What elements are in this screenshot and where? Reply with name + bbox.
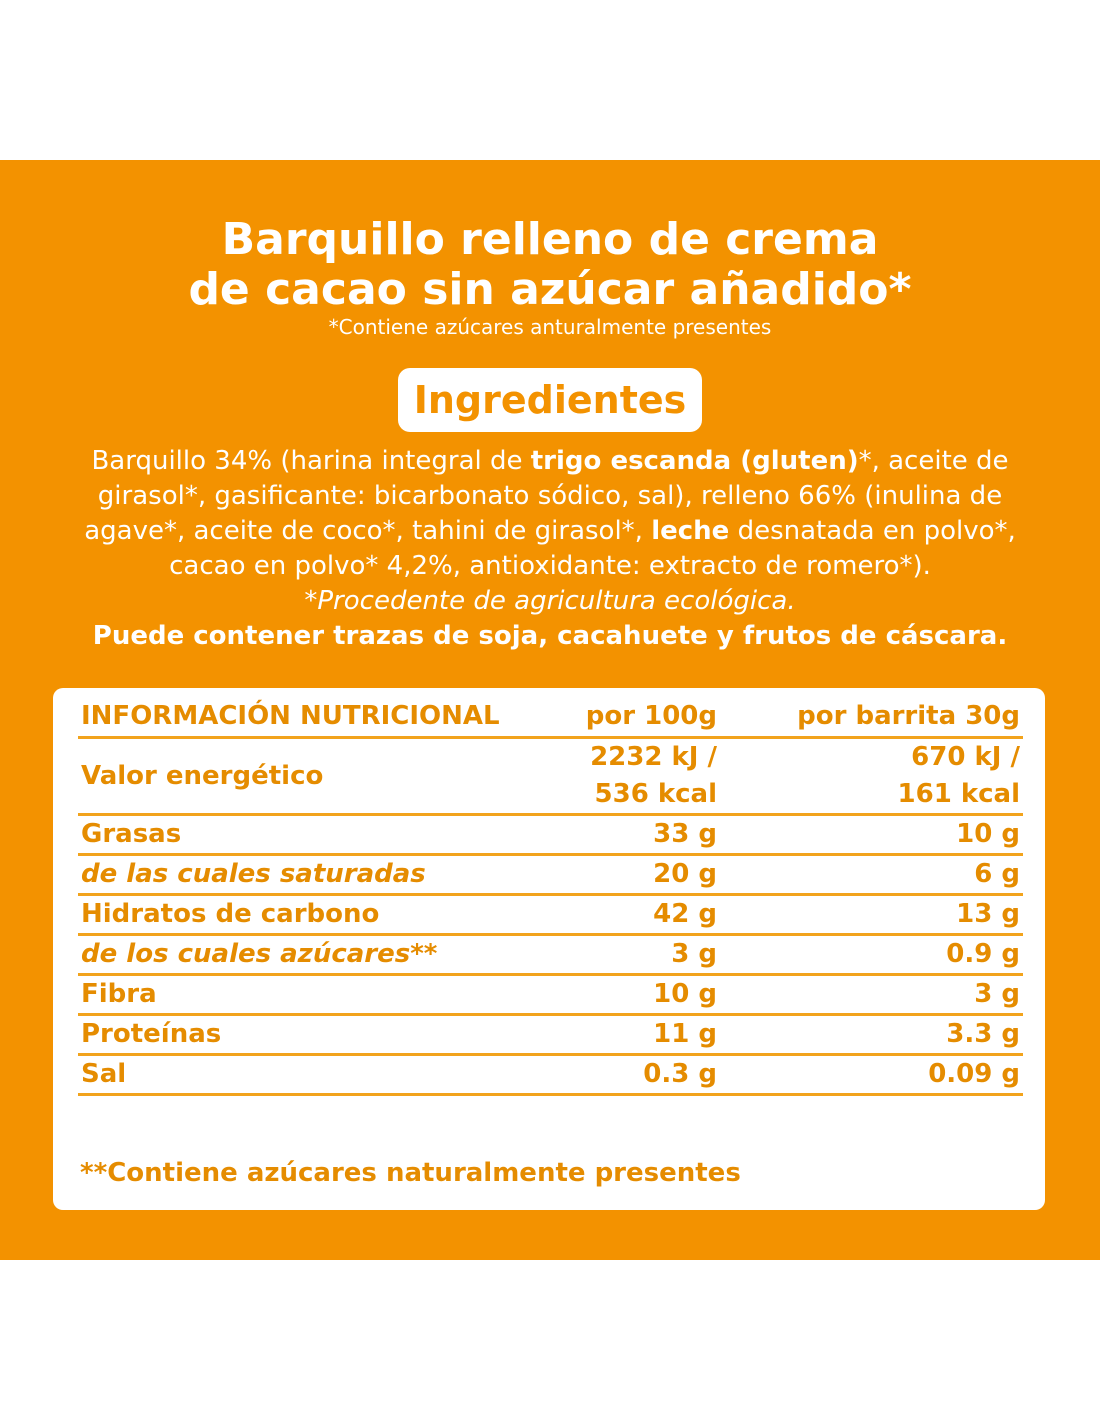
- ingredients-segment: Barquillo 34% (harina integral de: [91, 446, 531, 476]
- organic-note: *Procedente de agricultura ecológica.: [304, 586, 796, 616]
- row-value: 10 g: [564, 974, 720, 1016]
- value-line: 3 g: [671, 939, 717, 969]
- table-row: Sal 0.3 g 0.09 g: [78, 1054, 1023, 1096]
- ingredients-text: Barquillo 34% (harina integral de trigo …: [75, 444, 1025, 584]
- ingredients-segment: *, aceite de girasol*, gasificante: bica…: [84, 446, 1009, 546]
- value-line: 2232 kJ /: [590, 742, 717, 772]
- footnote: **Contiene azúcares naturalmente present…: [80, 1158, 741, 1188]
- table-row: Grasas 33 g 10 g: [78, 814, 1023, 856]
- row-label: Sal: [78, 1054, 564, 1096]
- row-label: Fibra: [78, 974, 564, 1016]
- row-label: de los cuales azúcares**: [78, 934, 564, 976]
- table-row: Hidratos de carbono 42 g 13 g: [78, 894, 1023, 936]
- row-value: 0.09 g: [720, 1054, 1023, 1096]
- value-line: 13 g: [956, 899, 1020, 929]
- value-line: 161 kcal: [897, 779, 1020, 809]
- value-line: 33 g: [653, 819, 717, 849]
- value-line: 3.3 g: [946, 1019, 1020, 1049]
- row-value: 670 kJ / 161 kcal: [720, 737, 1023, 816]
- header-row: INFORMACIÓN NUTRICIONAL por 100g por bar…: [78, 696, 1023, 739]
- row-value: 2232 kJ / 536 kcal: [564, 737, 720, 816]
- row-label: Grasas: [78, 814, 564, 856]
- value-line: 0.9 g: [946, 939, 1020, 969]
- value-line: 6 g: [974, 859, 1020, 889]
- row-value: 13 g: [720, 894, 1023, 936]
- row-value: 0.3 g: [564, 1054, 720, 1096]
- value-line: 536 kcal: [594, 779, 717, 809]
- row-label: Valor energético: [78, 737, 564, 816]
- value-line: 10 g: [956, 819, 1020, 849]
- row-value: 42 g: [564, 894, 720, 936]
- column-header: por 100g: [564, 696, 720, 739]
- row-value: 3.3 g: [720, 1014, 1023, 1056]
- value-line: 0.3 g: [643, 1059, 717, 1089]
- ingredients-segment: trigo escanda (gluten): [530, 446, 859, 476]
- table-row: Proteínas 11 g 3.3 g: [78, 1014, 1023, 1056]
- table-row: Fibra 10 g 3 g: [78, 974, 1023, 1016]
- row-value: 6 g: [720, 854, 1023, 896]
- title-line: Barquillo relleno de crema: [221, 214, 879, 265]
- table-row: de las cuales saturadas 20 g 6 g: [78, 854, 1023, 896]
- row-value: 3 g: [564, 934, 720, 976]
- nutrition-card: INFORMACIÓN NUTRICIONAL por 100g por bar…: [53, 688, 1045, 1210]
- row-value: 0.9 g: [720, 934, 1023, 976]
- label-panel: Barquillo relleno de crema de cacao sin …: [0, 160, 1100, 1260]
- table-row: Valor energético 2232 kJ /536 kcal 670 kJ …: [78, 737, 1023, 816]
- column-header: por barrita 30g: [720, 696, 1023, 739]
- row-label: Proteínas: [78, 1014, 564, 1056]
- row-label: Hidratos de carbono: [78, 894, 564, 936]
- ingredients-segment: desnatada en polvo*, cacao en polvo* 4,2…: [169, 516, 1016, 581]
- nutrition-table: INFORMACIÓN NUTRICIONAL por 100g por bar…: [78, 696, 1023, 1096]
- row-value: 3 g: [720, 974, 1023, 1016]
- row-value: 10 g: [720, 814, 1023, 856]
- value-line: 11 g: [653, 1019, 717, 1049]
- column-header: INFORMACIÓN NUTRICIONAL: [78, 696, 564, 739]
- table-row: de los cuales azúcares** 3 g 0.9 g: [78, 934, 1023, 976]
- value-line: 42 g: [653, 899, 717, 929]
- allergen-note: Puede contener trazas de soja, cacahuete…: [92, 621, 1008, 651]
- ingredients-heading: Ingredientes: [398, 368, 702, 432]
- row-label: de las cuales saturadas: [78, 854, 564, 896]
- value-line: 0.09 g: [928, 1059, 1020, 1089]
- row-value: 33 g: [564, 814, 720, 856]
- value-line: 670 kJ /: [911, 742, 1020, 772]
- row-value: 11 g: [564, 1014, 720, 1056]
- title-line: de cacao sin azúcar añadido*: [188, 264, 912, 315]
- ingredients-segment: leche: [651, 516, 730, 546]
- subtitle: *Contiene azúcares anturalmente presente…: [328, 315, 772, 339]
- value-line: 20 g: [653, 859, 717, 889]
- value-line: 10 g: [653, 979, 717, 1009]
- row-value: 20 g: [564, 854, 720, 896]
- value-line: 3 g: [974, 979, 1020, 1009]
- ingredients-block: Barquillo 34% (harina integral de trigo …: [75, 444, 1025, 654]
